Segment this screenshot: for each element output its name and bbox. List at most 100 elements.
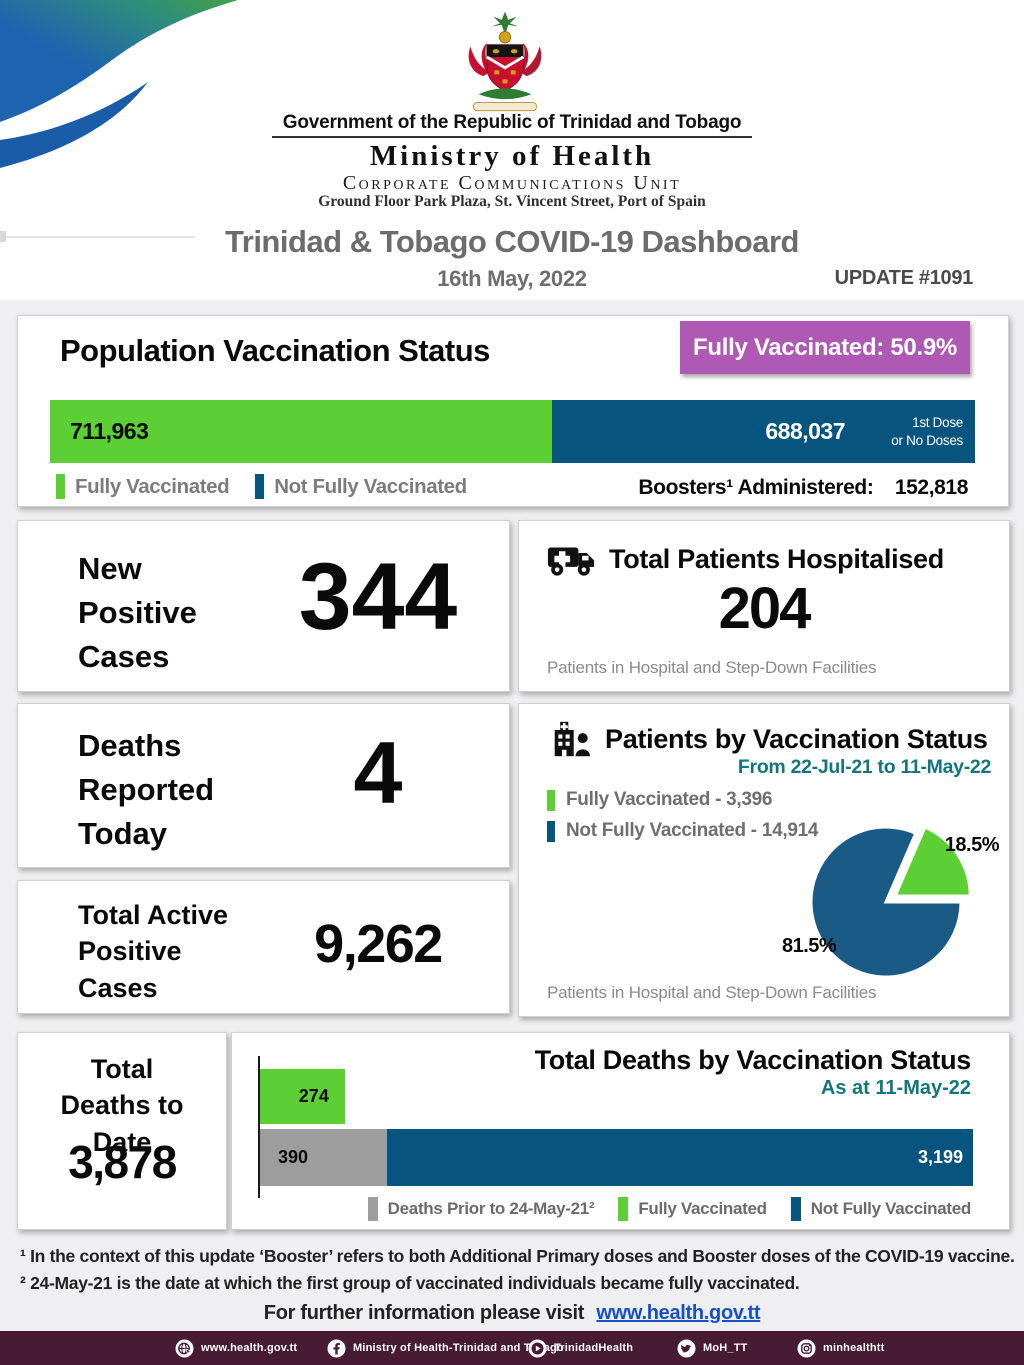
total-deaths-label: Total Deaths to Date xyxy=(60,1054,184,1157)
communications-unit: Corporate Communications Unit xyxy=(342,172,682,194)
footer-facebook-label: Ministry of Health-Trinidad and Tobago xyxy=(353,1342,564,1354)
patients-status-title: Patients by Vaccination Status xyxy=(605,723,988,754)
population-stacked-bar: 711,963 688,037 1st Dose or No Doses xyxy=(50,400,975,463)
deaths-bar-prior: 390 xyxy=(260,1129,387,1186)
patients-legend-fully: Fully Vaccinated - 3,396 xyxy=(566,789,773,810)
dose-note-line1: 1st Dose xyxy=(912,414,963,430)
government-line: Government of the Republic of Trinidad a… xyxy=(282,112,742,133)
ministry-name: Ministry of Health xyxy=(369,140,655,172)
coat-of-arms xyxy=(468,11,542,112)
boosters-value: 152,818 xyxy=(894,476,969,499)
dose-note: 1st Dose or No Doses xyxy=(867,414,963,449)
active-cases-value: 9,262 xyxy=(314,914,443,974)
total-deaths-value: 3,878 xyxy=(68,1136,177,1188)
hospitalised-card: Total Patients Hospitalised 204 Patients… xyxy=(518,520,1010,692)
deaths-today-label: Deaths Reported Today xyxy=(78,728,215,852)
pie-slice-fully xyxy=(892,825,972,898)
fully-vaccinated-count: 711,963 xyxy=(70,418,149,444)
legend-label-notfully: Not Fully Vaccinated xyxy=(274,474,467,498)
deaths-legend-marker-fully xyxy=(618,1197,629,1221)
active-cases-card: Total Active Positive Cases 9,262 xyxy=(17,880,510,1014)
more-info-line: For further information please visit www… xyxy=(0,1302,1024,1325)
pie-slice-notfully xyxy=(809,825,963,979)
deaths-legend-marker-notfully xyxy=(790,1197,801,1221)
deaths-chart-subtitle: As at 11-May-22 xyxy=(820,1077,971,1099)
deaths-legend-marker-prior xyxy=(367,1197,378,1221)
chart-axis xyxy=(258,1056,260,1198)
new-positive-cases-card: New Positive Cases 344 xyxy=(17,520,510,692)
deaths-bar-notfully-value: 3,199 xyxy=(917,1147,963,1167)
deaths-chart-panel: Total Deaths by Vaccination Status As at… xyxy=(231,1032,1010,1230)
deaths-bar-fully: 274 xyxy=(260,1069,345,1124)
footnotes: ¹ In the context of this update ‘Booster… xyxy=(20,1243,1015,1297)
population-vaccination-panel: Population Vaccination Status Fully Vacc… xyxy=(17,315,1009,507)
more-info-text: For further information please visit xyxy=(263,1302,585,1324)
health-gov-link[interactable]: www.health.gov.tt xyxy=(596,1302,761,1324)
deaths-bar-fully-value: 274 xyxy=(298,1086,329,1106)
deaths-legend-notfully: Not Fully Vaccinated xyxy=(810,1199,972,1218)
footer-youtube[interactable]: TrinidadHealth xyxy=(528,1331,633,1365)
deaths-chart-title: Total Deaths by Vaccination Status xyxy=(534,1045,972,1075)
footer-youtube-label: TrinidadHealth xyxy=(554,1342,634,1354)
patients-legend-marker-notfully xyxy=(547,820,555,842)
patients-status-subtitle: From 22-Jul-21 to 11-May-22 xyxy=(737,756,991,778)
boosters-label: Boosters¹ Administered: xyxy=(638,476,874,499)
pop-bar-fully: 711,963 xyxy=(50,400,553,463)
deaths-chart-legend: Deaths Prior to 24-May-21² Fully Vaccina… xyxy=(367,1197,972,1221)
divider-line xyxy=(0,236,195,238)
not-fully-vaccinated-count: 688,037 xyxy=(765,418,845,444)
hospital-patient-icon xyxy=(554,721,590,757)
instagram-icon xyxy=(797,1339,816,1357)
social-footer: www.health.gov.tt Ministry of Health-Tri… xyxy=(0,1331,1024,1365)
boosters-administered: Boosters¹ Administered: 152,818 xyxy=(638,476,968,500)
patients-status-panel: Patients by Vaccination Status From 22-J… xyxy=(518,703,1010,1017)
fully-vaccinated-badge: Fully Vaccinated: 50.9% xyxy=(680,321,970,374)
update-number: UPDATE #1091 xyxy=(834,267,974,289)
footer-facebook[interactable]: Ministry of Health-Trinidad and Tobago xyxy=(327,1331,564,1365)
footer-website[interactable]: www.health.gov.tt xyxy=(175,1331,297,1365)
ambulance-icon xyxy=(547,547,595,576)
deaths-bar-chart: 274 390 3,199 xyxy=(258,1056,973,1198)
footer-instagram-label: minhealthtt xyxy=(823,1342,885,1354)
divider-nub xyxy=(0,231,6,242)
deaths-bar-prior-value: 390 xyxy=(278,1147,309,1167)
masthead-rule xyxy=(272,136,752,138)
patients-legend-notfully: Not Fully Vaccinated - 14,914 xyxy=(566,820,819,841)
population-panel-title: Population Vaccination Status xyxy=(60,333,490,368)
patients-legend: Fully Vaccinated - 3,396 Not Fully Vacci… xyxy=(547,789,818,851)
patients-legend-marker-fully xyxy=(547,789,555,811)
footer-website-label: www.health.gov.tt xyxy=(201,1342,298,1354)
footer-twitter-label: MoH_TT xyxy=(703,1342,748,1354)
dose-note-line2: or No Doses xyxy=(891,432,963,448)
footer-twitter[interactable]: MoH_TT xyxy=(677,1331,748,1365)
footnote-1: ¹ In the context of this update ‘Booster… xyxy=(20,1246,1015,1266)
active-cases-label: Total Active Positive Cases xyxy=(78,900,229,1003)
pop-bar-notfully: 688,037 1st Dose or No Doses xyxy=(552,400,975,463)
new-cases-label: New Positive Cases xyxy=(78,551,197,675)
youtube-icon xyxy=(528,1339,547,1357)
total-deaths-card: Total Deaths to Date 3,878 xyxy=(17,1032,227,1230)
deaths-bar-notfully: 3,199 xyxy=(386,1129,973,1186)
patients-status-note: Patients in Hospital and Step-Down Facil… xyxy=(547,983,877,1002)
deaths-legend-prior: Deaths Prior to 24-May-21² xyxy=(387,1199,595,1218)
twitter-icon xyxy=(677,1339,696,1357)
facebook-icon xyxy=(327,1339,346,1357)
report-date: 16th May, 2022 xyxy=(437,266,587,291)
page-title: Trinidad & Tobago COVID-19 Dashboard xyxy=(225,224,799,259)
legend-marker-fully xyxy=(56,474,65,499)
deaths-legend-fully: Fully Vaccinated xyxy=(638,1199,767,1218)
deaths-today-value: 4 xyxy=(353,723,403,822)
deaths-today-card: Deaths Reported Today 4 xyxy=(17,703,510,868)
population-legend: Fully Vaccinated Not Fully Vaccinated xyxy=(56,474,493,499)
pie-label-fully: 18.5% xyxy=(944,834,1000,856)
new-cases-value: 344 xyxy=(298,544,458,650)
footnote-2: ² 24-May-21 is the date at which the fir… xyxy=(20,1273,800,1293)
footer-instagram[interactable]: minhealthtt xyxy=(797,1331,884,1365)
ministry-address: Ground Floor Park Plaza, St. Vincent Str… xyxy=(318,193,706,210)
hospitalised-value: 204 xyxy=(718,576,812,641)
patients-pie xyxy=(809,825,972,979)
swoosh-decoration xyxy=(0,0,238,168)
hospitalised-title: Total Patients Hospitalised xyxy=(609,544,944,574)
legend-marker-notfully xyxy=(255,474,265,499)
